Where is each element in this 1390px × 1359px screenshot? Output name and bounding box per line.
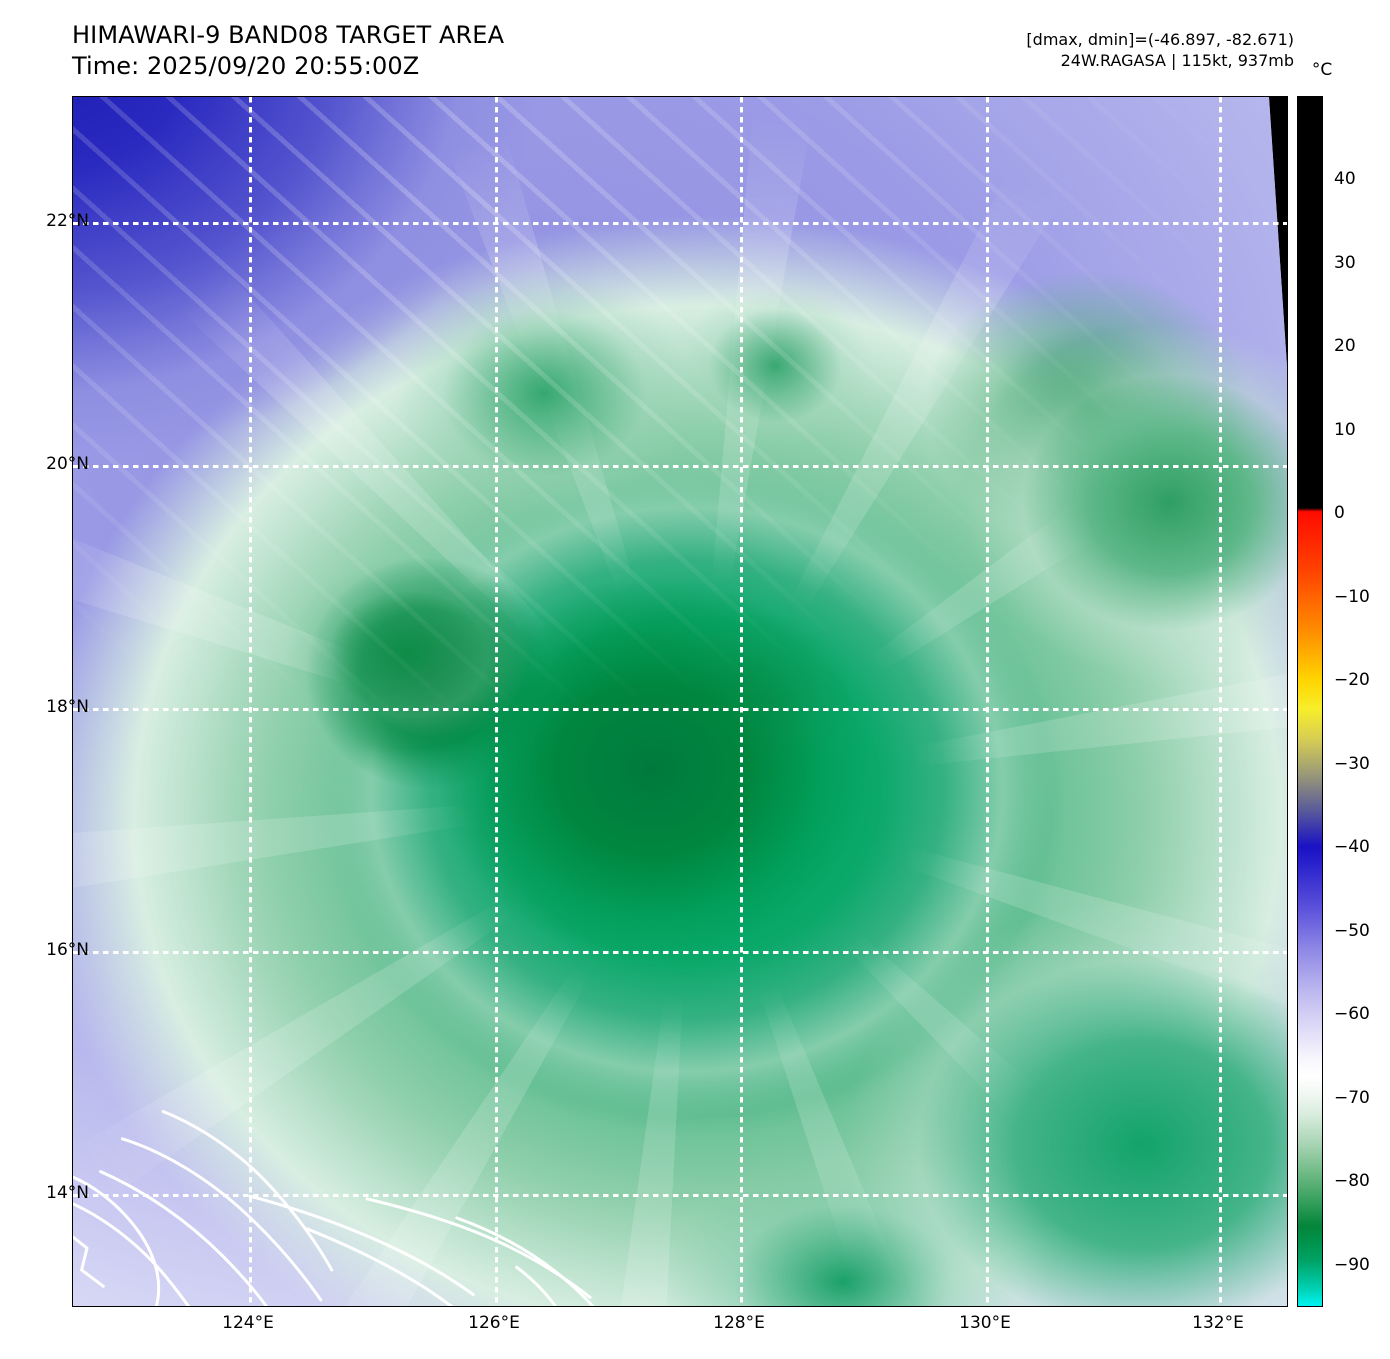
colorbar-tick-m10: −10 <box>1334 587 1370 607</box>
x-axis-tick-124E: 124°E <box>222 1313 274 1333</box>
x-axis-tick-130E: 130°E <box>959 1313 1011 1333</box>
temperature-colorbar <box>1297 96 1323 1307</box>
colorbar-tick-m80: −80 <box>1334 1171 1370 1191</box>
header-right-block: [dmax, dmin]=(-46.897, -82.671) 24W.RAGA… <box>1026 30 1294 72</box>
colorbar-tick-m20: −20 <box>1334 670 1370 690</box>
colorbar-tick-m50: −50 <box>1334 921 1370 941</box>
colorbar-tick-0: 0 <box>1334 503 1345 523</box>
coastline-overlay <box>73 97 1287 1306</box>
y-axis-tick-14N: 14°N <box>46 1183 89 1203</box>
y-axis-tick-22N: 22°N <box>46 211 89 231</box>
y-axis-tick-16N: 16°N <box>46 940 89 960</box>
y-axis-tick-18N: 18°N <box>46 697 89 717</box>
colorbar-tick-m70: −70 <box>1334 1088 1370 1108</box>
satellite-swath-clip <box>73 97 1287 1306</box>
y-axis-tick-20N: 20°N <box>46 454 89 474</box>
colorbar-tick-40: 40 <box>1334 169 1356 189</box>
page-title: HIMAWARI-9 BAND08 TARGET AREA <box>72 21 505 49</box>
timestamp-label: Time: 2025/09/20 20:55:00Z <box>72 52 420 81</box>
colorbar-tick-20: 20 <box>1334 336 1356 356</box>
x-axis-tick-128E: 128°E <box>713 1313 765 1333</box>
colorbar-unit-label: °C <box>1311 60 1333 80</box>
colorbar-tick-10: 10 <box>1334 420 1356 440</box>
header-left-block: HIMAWARI-9 BAND08 TARGET AREA Time: 2025… <box>72 20 504 82</box>
colorbar-tick-m30: −30 <box>1334 754 1370 774</box>
satellite-swath-quad <box>73 97 1287 1306</box>
x-axis-tick-126E: 126°E <box>468 1313 520 1333</box>
storm-info-label: 24W.RAGASA | 115kt, 937mb <box>1060 50 1294 70</box>
colorbar-tick-m40: −40 <box>1334 837 1370 857</box>
x-axis-tick-132E: 132°E <box>1192 1313 1244 1333</box>
cirrus-streaks-layer <box>73 97 1287 1306</box>
colorbar-tick-m60: −60 <box>1334 1004 1370 1024</box>
colorbar-tick-30: 30 <box>1334 253 1356 273</box>
outer-convective-cells-layer <box>73 97 1287 1306</box>
colorbar-tick-m90: −90 <box>1334 1255 1370 1275</box>
dmax-dmin-label: [dmax, dmin]=(-46.897, -82.671) <box>1026 30 1294 49</box>
